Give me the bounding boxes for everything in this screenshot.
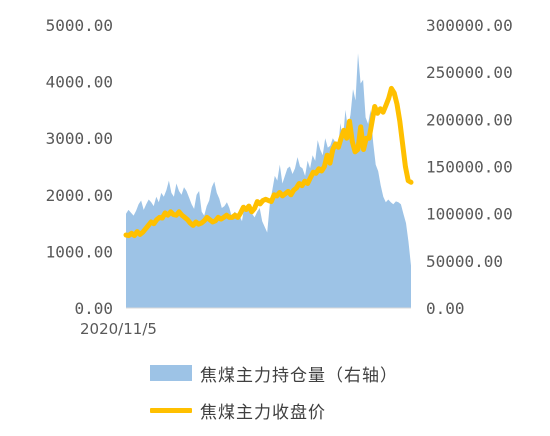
left-tick-label: 3000.00 — [46, 129, 113, 148]
legend-swatch-close-price — [150, 407, 192, 413]
x-tick-label-start: 2020/11/5 — [80, 320, 157, 338]
left-axis-ticks: 0.00 1000.00 2000.00 3000.00 4000.00 5000.00 — [46, 16, 113, 318]
legend: 焦煤主力持仓量（右轴） 焦煤主力收盘价 — [150, 362, 398, 436]
legend-swatch-open-interest — [150, 365, 192, 381]
left-tick-label: 1000.00 — [46, 242, 113, 261]
right-tick-label: 0.00 — [426, 299, 465, 318]
legend-label-close-price: 焦煤主力收盘价 — [200, 402, 326, 423]
legend-label-open-interest: 焦煤主力持仓量（右轴） — [200, 365, 398, 386]
close-price-line-layer — [123, 85, 414, 239]
left-tick-label: 4000.00 — [46, 73, 113, 92]
left-tick-label: 2000.00 — [46, 186, 113, 205]
series-close-price-line — [123, 85, 414, 239]
right-axis-ticks: 0.00 50000.00 100000.00 150000.00 200000.00 2… — [426, 16, 513, 318]
right-tick-label: 100000.00 — [426, 205, 513, 224]
right-tick-label: 200000.00 — [426, 110, 513, 129]
legend-item-close-price: 焦煤主力收盘价 — [150, 399, 398, 423]
right-tick-label: 150000.00 — [426, 158, 513, 177]
right-tick-label: 300000.00 — [426, 16, 513, 35]
left-tick-label: 5000.00 — [46, 16, 113, 35]
open-interest-area-layer — [126, 53, 411, 308]
right-tick-label: 250000.00 — [426, 63, 513, 82]
right-tick-label: 50000.00 — [426, 252, 503, 271]
legend-item-open-interest: 焦煤主力持仓量（右轴） — [150, 362, 398, 386]
left-tick-label: 0.00 — [74, 299, 113, 318]
series-open-interest-area — [126, 53, 411, 308]
